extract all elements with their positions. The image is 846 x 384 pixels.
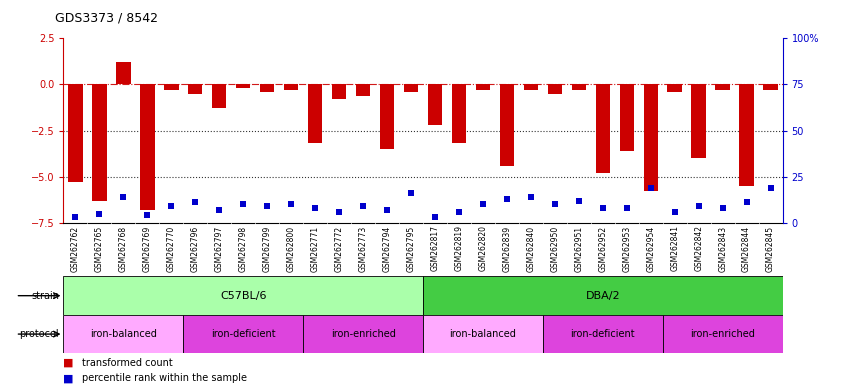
Bar xyxy=(63,276,423,315)
Bar xyxy=(184,315,303,353)
Bar xyxy=(236,84,250,88)
Bar xyxy=(644,84,658,191)
Text: GSM262770: GSM262770 xyxy=(167,225,176,271)
Bar xyxy=(662,315,783,353)
Text: GSM262950: GSM262950 xyxy=(551,225,559,271)
Text: GSM262773: GSM262773 xyxy=(359,225,367,271)
Bar xyxy=(140,84,155,210)
Bar xyxy=(69,84,83,182)
Bar xyxy=(716,84,730,90)
Bar xyxy=(667,84,682,92)
Text: iron-balanced: iron-balanced xyxy=(449,329,516,339)
Text: GSM262953: GSM262953 xyxy=(623,225,631,271)
Text: ■: ■ xyxy=(63,358,74,368)
Text: GSM262842: GSM262842 xyxy=(695,225,703,271)
Bar xyxy=(524,84,538,90)
Bar xyxy=(428,84,442,125)
Text: GSM262817: GSM262817 xyxy=(431,225,439,271)
Bar xyxy=(92,84,107,200)
Text: strain: strain xyxy=(31,291,59,301)
Bar xyxy=(356,84,371,96)
Text: iron-enriched: iron-enriched xyxy=(331,329,396,339)
Bar xyxy=(452,84,466,144)
Text: GSM262771: GSM262771 xyxy=(310,225,320,271)
Text: GSM262772: GSM262772 xyxy=(335,225,343,271)
Bar xyxy=(475,84,490,90)
Text: iron-balanced: iron-balanced xyxy=(90,329,157,339)
Text: GSM262769: GSM262769 xyxy=(143,225,151,271)
Bar xyxy=(188,84,202,94)
Bar xyxy=(739,84,754,186)
Text: percentile rank within the sample: percentile rank within the sample xyxy=(82,373,247,383)
Bar xyxy=(380,84,394,149)
Text: iron-deficient: iron-deficient xyxy=(211,329,276,339)
Text: GSM262843: GSM262843 xyxy=(718,225,727,271)
Text: GSM262797: GSM262797 xyxy=(215,225,223,271)
Bar xyxy=(619,84,634,151)
Text: GSM262954: GSM262954 xyxy=(646,225,655,271)
Bar xyxy=(691,84,706,158)
Text: GSM262952: GSM262952 xyxy=(598,225,607,271)
Text: GSM262799: GSM262799 xyxy=(263,225,272,271)
Text: GSM262819: GSM262819 xyxy=(454,225,464,271)
Text: GSM262841: GSM262841 xyxy=(670,225,679,271)
Text: GSM262794: GSM262794 xyxy=(382,225,392,271)
Text: GSM262796: GSM262796 xyxy=(191,225,200,271)
Bar xyxy=(260,84,274,92)
Bar xyxy=(332,84,346,99)
Text: GSM262951: GSM262951 xyxy=(574,225,583,271)
Bar xyxy=(543,315,662,353)
Text: protocol: protocol xyxy=(19,329,59,339)
Bar xyxy=(500,84,514,166)
Text: C57BL/6: C57BL/6 xyxy=(220,291,266,301)
Text: GSM262839: GSM262839 xyxy=(503,225,511,271)
Text: GDS3373 / 8542: GDS3373 / 8542 xyxy=(55,12,158,25)
Text: GSM262765: GSM262765 xyxy=(95,225,104,271)
Text: iron-enriched: iron-enriched xyxy=(690,329,755,339)
Text: transformed count: transformed count xyxy=(82,358,173,368)
Bar xyxy=(303,315,423,353)
Text: GSM262762: GSM262762 xyxy=(71,225,80,271)
Text: GSM262768: GSM262768 xyxy=(119,225,128,271)
Bar xyxy=(63,315,184,353)
Bar xyxy=(763,84,777,90)
Text: GSM262795: GSM262795 xyxy=(407,225,415,271)
Bar xyxy=(164,84,179,90)
Bar xyxy=(572,84,586,90)
Text: DBA/2: DBA/2 xyxy=(585,291,620,301)
Text: GSM262798: GSM262798 xyxy=(239,225,248,271)
Text: GSM262800: GSM262800 xyxy=(287,225,295,271)
Text: GSM262844: GSM262844 xyxy=(742,225,751,271)
Text: GSM262845: GSM262845 xyxy=(766,225,775,271)
Bar xyxy=(404,84,418,92)
Bar xyxy=(284,84,299,90)
Text: ■: ■ xyxy=(63,373,74,383)
Bar xyxy=(116,62,130,84)
Bar xyxy=(547,84,562,94)
Bar xyxy=(423,276,783,315)
Bar xyxy=(423,315,543,353)
Text: GSM262840: GSM262840 xyxy=(526,225,536,271)
Text: GSM262820: GSM262820 xyxy=(479,225,487,271)
Bar xyxy=(596,84,610,173)
Bar xyxy=(308,84,322,144)
Bar xyxy=(212,84,227,108)
Text: iron-deficient: iron-deficient xyxy=(570,329,635,339)
